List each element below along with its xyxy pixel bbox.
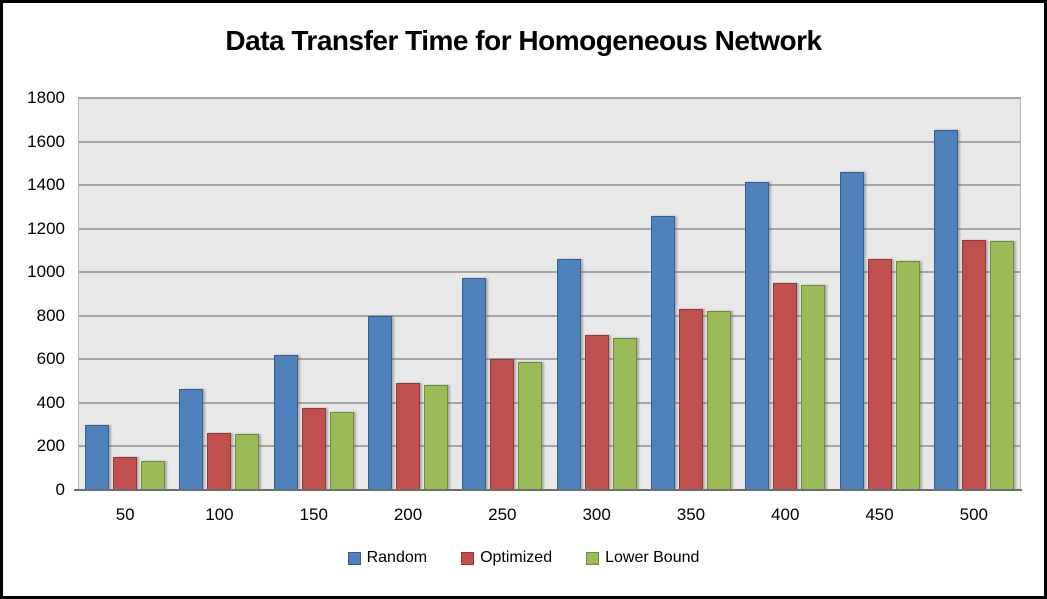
gridline <box>78 140 1021 143</box>
legend-item-optimized: Optimized <box>461 549 552 567</box>
bar-random-150 <box>274 355 298 490</box>
legend-label: Random <box>366 549 428 566</box>
gridline <box>78 358 1021 361</box>
gridline <box>78 445 1021 448</box>
y-tick-label-1400: 1400 <box>27 175 65 195</box>
chart-title: Data Transfer Time for Homogeneous Netwo… <box>225 25 822 56</box>
y-axis-labels: 1800 1600 1400 1200 1000 800 600 400 200 0 <box>3 88 65 499</box>
x-tick-label-400: 400 <box>771 505 800 524</box>
bar-lower-bound-200 <box>424 385 448 490</box>
bar-lower-bound-350 <box>707 311 731 490</box>
plot-area <box>74 97 1022 491</box>
plot-border-left <box>78 98 79 490</box>
bar-lower-bound-50 <box>141 461 165 490</box>
plot-border-right <box>1020 98 1021 490</box>
x-tick-label-100: 100 <box>205 505 234 524</box>
bar-optimized-50 <box>113 457 137 490</box>
bar-optimized-250 <box>490 359 514 490</box>
bar-random-450 <box>840 172 864 490</box>
bar-optimized-150 <box>302 408 326 490</box>
x-tick-label-150: 150 <box>299 505 328 524</box>
gridline <box>78 271 1021 274</box>
bar-lower-bound-250 <box>518 362 542 490</box>
bar-random-100 <box>179 389 203 490</box>
bar-optimized-300 <box>585 335 609 490</box>
y-tick-label-1600: 1600 <box>27 131 65 151</box>
gridline <box>78 184 1021 187</box>
legend-label: Optimized <box>480 549 553 566</box>
legend-item-random: Random <box>347 549 428 567</box>
bar-random-200 <box>368 316 392 490</box>
bar-random-350 <box>651 216 675 490</box>
x-tick-label-450: 450 <box>865 505 894 524</box>
bar-optimized-350 <box>679 309 703 490</box>
legend-swatch-icon <box>586 551 600 565</box>
x-tick-label-200: 200 <box>393 505 423 524</box>
y-tick-label-1000: 1000 <box>27 262 65 282</box>
x-tick-label-250: 250 <box>488 505 517 524</box>
legend-label: Lower Bound <box>605 549 700 566</box>
x-axis-line <box>74 489 1022 491</box>
x-axis-labels: 50 100 150 200 250 300 350 400 450 500 <box>78 505 1021 527</box>
y-tick-label-800: 800 <box>36 305 65 325</box>
y-tick-label-0: 0 <box>55 480 65 499</box>
bar-random-400 <box>745 182 769 490</box>
legend: Random Optimized Lower Bound <box>3 549 1044 567</box>
y-tick-label-1800: 1800 <box>27 88 65 107</box>
gridline <box>78 227 1021 230</box>
bar-optimized-500 <box>962 240 986 490</box>
x-tick-label-350: 350 <box>676 505 706 524</box>
bar-lower-bound-150 <box>330 412 354 490</box>
legend-swatch-icon <box>347 551 361 565</box>
gridline <box>78 97 1021 99</box>
bar-optimized-100 <box>207 433 231 490</box>
y-tick-label-600: 600 <box>36 349 65 369</box>
bar-random-50 <box>85 425 109 490</box>
x-tick-label-300: 300 <box>582 505 611 524</box>
bar-random-300 <box>557 259 581 490</box>
legend-swatch-icon <box>461 551 475 565</box>
x-tick-label-50: 50 <box>115 505 135 524</box>
bar-lower-bound-400 <box>801 285 825 490</box>
bar-lower-bound-450 <box>896 261 920 490</box>
bar-optimized-200 <box>396 383 420 490</box>
bar-optimized-400 <box>773 283 797 490</box>
y-tick-label-400: 400 <box>36 392 65 412</box>
bar-optimized-450 <box>868 259 892 490</box>
gridline <box>78 401 1021 404</box>
x-tick-label-500: 500 <box>959 505 989 524</box>
gridline <box>78 314 1021 317</box>
bar-lower-bound-100 <box>235 434 259 490</box>
y-tick-label-1200: 1200 <box>27 218 65 238</box>
bar-random-250 <box>462 278 486 490</box>
legend-item-lower-bound: Lower Bound <box>586 549 699 567</box>
bar-lower-bound-300 <box>613 338 637 490</box>
bar-random-500 <box>934 130 958 490</box>
y-tick-label-200: 200 <box>36 436 65 456</box>
bar-lower-bound-500 <box>990 241 1014 490</box>
